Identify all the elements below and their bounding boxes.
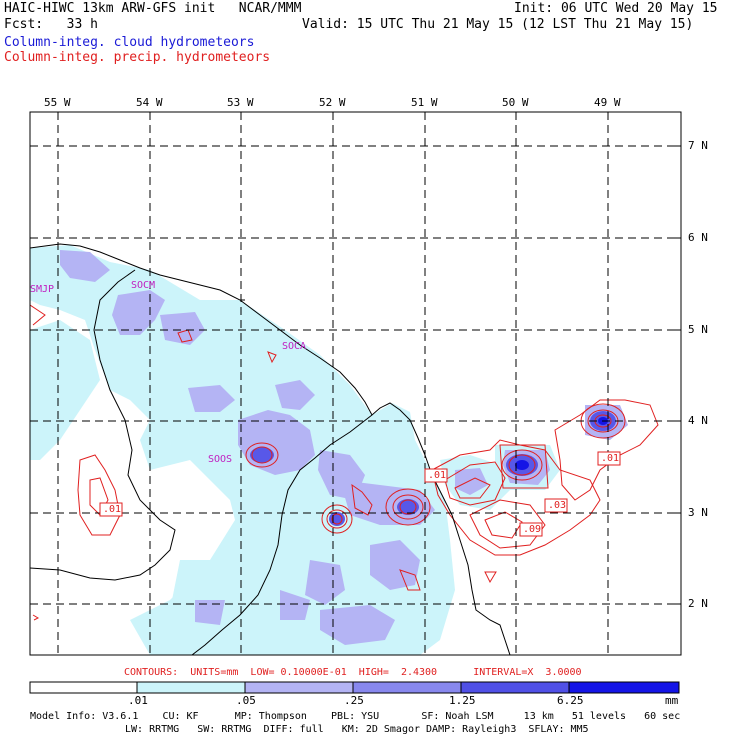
lat-label: 7 N bbox=[688, 139, 708, 152]
lat-label: 5 N bbox=[688, 323, 708, 336]
colorbar-tick: .05 bbox=[236, 694, 256, 707]
plot-title: HAIC-HIWC 13km ARW-GFS init NCAR/MMM bbox=[4, 1, 302, 16]
colorbar-tick: .25 bbox=[344, 694, 364, 707]
colorbar-tick: 1.25 bbox=[449, 694, 476, 707]
lon-label: 50 W bbox=[502, 96, 529, 109]
lon-label: 52 W bbox=[319, 96, 346, 109]
lat-label: 3 N bbox=[688, 506, 708, 519]
lat-label: 6 N bbox=[688, 231, 708, 244]
init-time: Init: 06 UTC Wed 20 May 15 bbox=[514, 1, 718, 16]
lat-label: 4 N bbox=[688, 414, 708, 427]
map-frame bbox=[29, 111, 682, 656]
contour-value-label: .01 bbox=[428, 470, 447, 481]
colorbar bbox=[29, 681, 680, 694]
lon-label: 53 W bbox=[227, 96, 254, 109]
contour-value-label: .01 bbox=[601, 453, 620, 464]
contour-value-label: .01 bbox=[103, 504, 122, 515]
valid-time: Valid: 15 UTC Thu 21 May 15 (12 LST Thu … bbox=[302, 17, 694, 32]
axis-ticks bbox=[57, 112, 681, 605]
model-info-line2: LW: RRTMG SW: RRTMG DIFF: full KM: 2D Sm… bbox=[125, 724, 589, 735]
colorbar-tick: .01 bbox=[128, 694, 148, 707]
field-precip-label: Column-integ. precip. hydrometeors bbox=[4, 50, 271, 65]
contours-info: CONTOURS: UNITS=mm LOW= 0.10000E-01 HIGH… bbox=[124, 667, 582, 678]
contour-value-label: .09 bbox=[523, 524, 542, 535]
lon-label: 55 W bbox=[44, 96, 71, 109]
field-cloud-label: Column-integ. cloud hydrometeors bbox=[4, 35, 255, 50]
station-label: SMJP bbox=[30, 284, 55, 295]
contour-label-boxes bbox=[99, 451, 621, 537]
colorbar-tick: 6.25 bbox=[557, 694, 584, 707]
contour-value-label: .03 bbox=[548, 500, 567, 511]
station-label: SOCA bbox=[282, 341, 307, 352]
station-label: SOOS bbox=[208, 454, 233, 465]
lat-label: 2 N bbox=[688, 597, 708, 610]
lon-label: 49 W bbox=[594, 96, 621, 109]
lon-label: 54 W bbox=[136, 96, 163, 109]
forecast-hour: Fcst: 33 h bbox=[4, 17, 98, 32]
lon-label: 51 W bbox=[411, 96, 438, 109]
colorbar-unit: mm bbox=[665, 694, 679, 707]
model-info-line1: Model Info: V3.6.1 CU: KF MP: Thompson P… bbox=[30, 711, 681, 722]
graticule bbox=[30, 112, 681, 655]
station-label: SOCM bbox=[131, 280, 156, 291]
